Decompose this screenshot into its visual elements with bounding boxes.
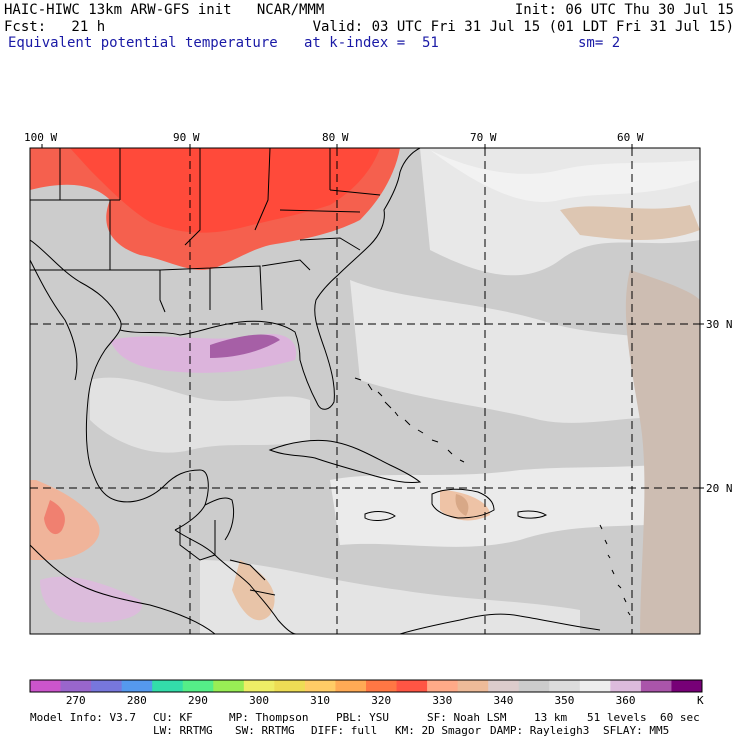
colorbar-swatch: [610, 680, 642, 692]
lon-label-80w: 80 W: [322, 131, 349, 144]
model-info-levels: 51 levels: [587, 711, 647, 724]
colorbar-swatch: [60, 680, 92, 692]
field-330-mexico-west: [44, 500, 65, 535]
colorbar-label: 330: [432, 694, 453, 707]
colorbar-label: 270: [65, 694, 86, 707]
model-info-timestep: 60 sec: [660, 711, 700, 724]
valid-time: Valid: 03 UTC Fri 31 Jul 15 (01 LDT Fri …: [312, 19, 734, 35]
model-info-mp: MP: Thompson: [229, 711, 309, 724]
colorbar-swatch: [335, 680, 367, 692]
map-field: [30, 148, 700, 634]
latlon-grid: [30, 148, 700, 634]
colorbar-swatch: [91, 680, 123, 692]
coast-us-southeast: [119, 148, 421, 410]
coast-central-america: [174, 529, 297, 634]
field-350-tan-east: [625, 270, 700, 634]
model-info-cu: CU: KF: [153, 711, 193, 724]
colorbar-swatch: [579, 680, 611, 692]
model-info-diff: DIFF: full: [311, 724, 378, 737]
coast-south-america: [399, 613, 601, 634]
colorbar-swatch: [121, 680, 153, 692]
model-info-res: 13 km: [534, 711, 568, 724]
colorbar-swatch: [152, 680, 184, 692]
island-cuba: [268, 439, 422, 483]
coast-pacific: [30, 544, 216, 634]
colorbar-swatch: [457, 680, 489, 692]
lon-label-100w: 100 W: [24, 131, 58, 144]
field-360-central-atlantic: [350, 280, 700, 423]
field-name: Equivalent potential temperature: [8, 35, 278, 51]
colorbar-swatch: [549, 680, 581, 692]
colorbar-swatch: [671, 680, 703, 692]
colorbar-swatch: [640, 680, 672, 692]
colorbar-unit: K: [697, 694, 704, 707]
colorbar-swatch: [274, 680, 306, 692]
colorbar-swatch: [213, 680, 245, 692]
colorbar-swatch: [366, 680, 398, 692]
colorbar-swatch: [396, 680, 428, 692]
model-info-version: Model Info: V3.7: [30, 711, 136, 724]
colorbar-label: 350: [554, 694, 575, 707]
lon-label-60w: 60 W: [617, 131, 644, 144]
colorbar-swatch: [304, 680, 336, 692]
colorbar-label: 300: [249, 694, 269, 707]
colorbar-frame: [29, 679, 703, 693]
colorbar-swatch: [427, 680, 459, 692]
colorbar-label: 290: [188, 694, 208, 707]
model-info-km: KM: 2D Smagor: [395, 724, 482, 737]
islands-bahamas: [354, 377, 465, 463]
colorbar-swatch: [243, 680, 275, 692]
colorbar-swatch: [518, 680, 550, 692]
model-info-damp: DAMP: Rayleigh3: [490, 724, 590, 737]
model-info-pbl: PBL: YSU: [336, 711, 389, 724]
model-info-sw: SW: RRTMG: [235, 724, 295, 737]
model-title: HAIC-HIWC 13km ARW-GFS init NCAR/MMM: [4, 2, 325, 18]
forecast-hour: Fcst: 21 h: [4, 19, 106, 35]
colorbar-swatch: [30, 680, 62, 692]
field-350-tan-northeast: [560, 205, 700, 240]
field-370-gulf: [210, 334, 280, 358]
state-borders: [30, 148, 381, 313]
coast-gulf-mexico: [30, 239, 209, 531]
coast-yucatan: [204, 497, 235, 541]
field-360-gulf: [90, 377, 310, 453]
smoothing: sm= 2: [578, 35, 621, 51]
level-index: at k-index = 51: [304, 35, 439, 51]
field-340-nicaragua: [232, 560, 275, 621]
lat-label-20n: 20 N: [706, 482, 733, 495]
map-frame: [29, 147, 701, 635]
colorbar-label: 310: [310, 694, 331, 707]
colorbar-label: 280: [126, 694, 147, 707]
lat-label-30n: 30 N: [706, 318, 733, 331]
colorbar-label: 320: [371, 694, 392, 707]
colorbar-swatch: [182, 680, 214, 692]
model-info-lw: LW: RRTMG: [153, 724, 213, 737]
lon-label-70w: 70 W: [470, 131, 497, 144]
island-hispaniola: [431, 488, 495, 519]
colorbar-label: 340: [493, 694, 514, 707]
field-360-caribbean: [330, 460, 700, 547]
field-335-northern-us-core: [70, 148, 380, 233]
islands-lesser-antilles: [599, 524, 631, 616]
model-info-sf: SF: Noah LSM: [427, 711, 507, 724]
colorbar-swatch: [488, 680, 520, 692]
field-340-hispaniola-core: [455, 494, 469, 516]
lon-label-90w: 90 W: [173, 131, 200, 144]
init-time: Init: 06 UTC Thu 30 Jul 15: [514, 2, 734, 18]
field-365-pacific: [40, 576, 142, 623]
colorbar-label: 360: [615, 694, 636, 707]
grid-ticks: [41, 144, 704, 489]
island-jamaica: [364, 511, 396, 521]
model-info-sflay: SFLAY: MM5: [603, 724, 670, 737]
island-puerto-rico: [517, 510, 547, 519]
colorbar: [29, 679, 703, 693]
